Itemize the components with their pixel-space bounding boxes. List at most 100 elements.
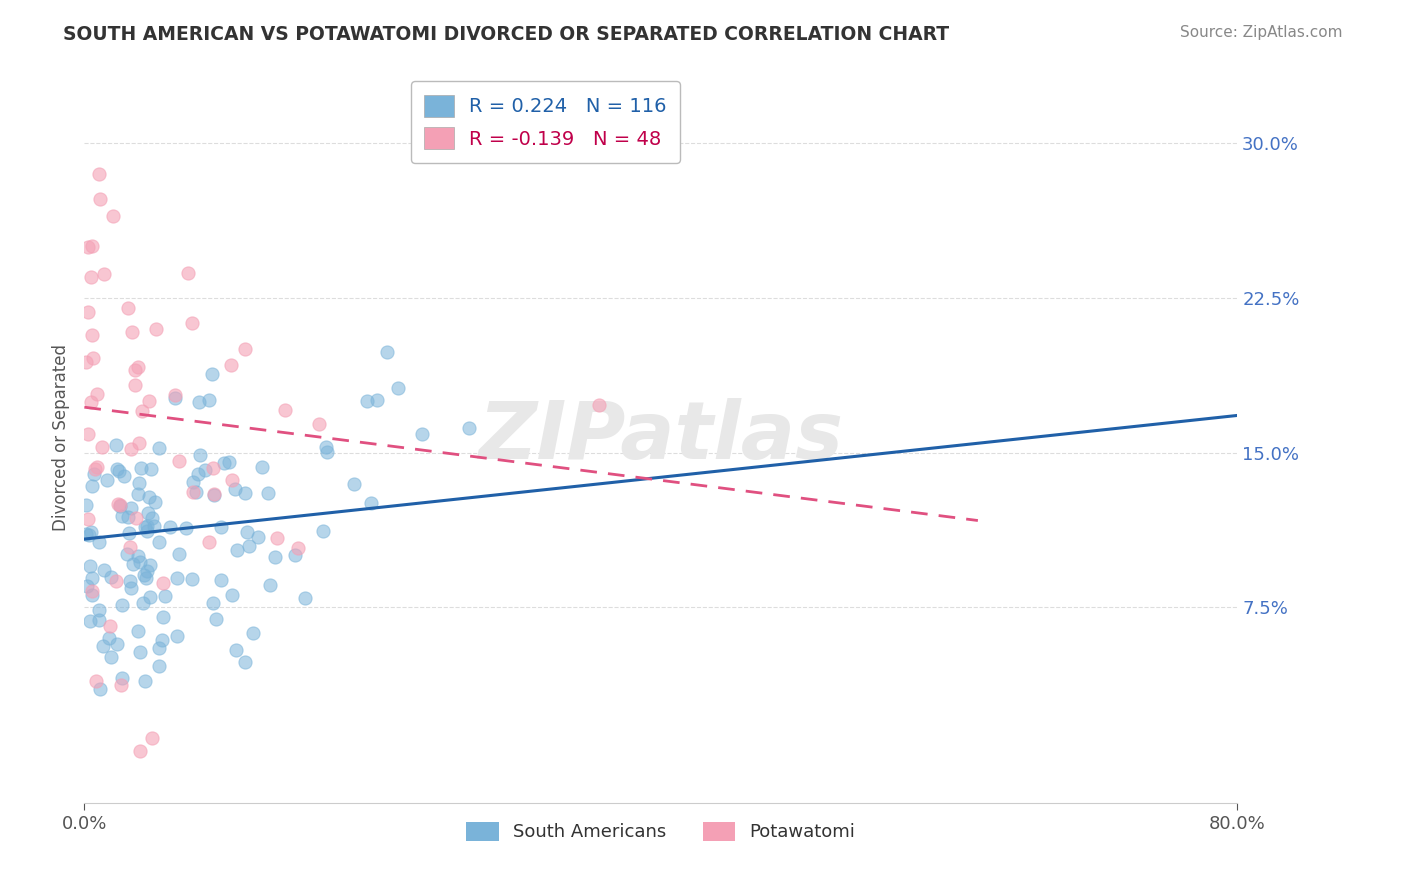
Point [89, 682, 111, 697]
Point [165, 387, 187, 401]
Point [209, 520, 232, 534]
Point [135, 571, 157, 585]
Point [91, 640, 114, 654]
Point [141, 510, 163, 524]
Point [129, 744, 152, 758]
Point [188, 395, 211, 409]
Point [138, 394, 160, 409]
Point [117, 301, 139, 316]
Point [202, 461, 225, 475]
Point [209, 573, 232, 587]
Point [136, 506, 159, 520]
Point [82, 351, 104, 366]
Point [90, 440, 112, 454]
Point [153, 589, 176, 603]
Point [136, 565, 159, 579]
Point [120, 574, 142, 589]
Point [148, 442, 170, 456]
Point [188, 448, 211, 462]
Point [201, 597, 224, 611]
Point [80, 269, 103, 284]
Point [167, 454, 190, 468]
Point [263, 549, 285, 564]
Point [204, 612, 226, 626]
Point [148, 641, 170, 656]
Point [159, 520, 181, 534]
Point [89, 613, 111, 627]
Point [120, 581, 142, 595]
Point [127, 360, 149, 375]
Point [131, 596, 153, 610]
Point [247, 530, 270, 544]
Point [181, 484, 204, 499]
Point [250, 460, 273, 475]
Point [127, 549, 149, 563]
Point [77, 512, 100, 526]
Point [163, 391, 186, 405]
Point [218, 454, 240, 468]
Point [79, 559, 101, 574]
Point [233, 342, 256, 356]
Point [82, 327, 104, 342]
Point [112, 469, 135, 483]
Point [150, 632, 173, 647]
Point [366, 392, 388, 407]
Point [86, 459, 108, 474]
Point [588, 398, 610, 412]
Text: Source: ZipAtlas.com: Source: ZipAtlas.com [1180, 25, 1343, 40]
Point [87, 535, 110, 549]
Point [152, 576, 174, 591]
Point [315, 441, 337, 455]
Point [120, 540, 142, 554]
Point [136, 518, 159, 533]
Point [129, 461, 152, 475]
Point [105, 636, 128, 650]
Point [124, 363, 146, 377]
Point [139, 558, 162, 572]
Point [108, 499, 131, 513]
Point [181, 316, 204, 330]
Point [83, 462, 105, 476]
Point [115, 547, 138, 561]
Point [343, 477, 366, 491]
Point [181, 475, 204, 489]
Point [111, 671, 134, 685]
Point [360, 496, 382, 510]
Point [134, 673, 156, 688]
Point [202, 488, 225, 502]
Point [198, 535, 221, 549]
Point [110, 598, 132, 612]
Point [103, 209, 124, 223]
Point [111, 509, 134, 524]
Text: SOUTH AMERICAN VS POTAWATOMI DIVORCED OR SEPARATED CORRELATION CHART: SOUTH AMERICAN VS POTAWATOMI DIVORCED OR… [63, 25, 949, 44]
Point [193, 463, 215, 477]
Point [110, 499, 132, 513]
Point [83, 467, 105, 482]
Point [86, 387, 108, 401]
Point [266, 531, 288, 545]
Point [84, 673, 107, 688]
Point [120, 500, 142, 515]
Point [143, 519, 166, 533]
Point [96, 473, 118, 487]
Point [411, 427, 433, 442]
Point [77, 240, 100, 254]
Point [134, 567, 156, 582]
Point [224, 482, 246, 496]
Point [87, 167, 110, 181]
Point [141, 462, 163, 476]
Point [308, 417, 330, 431]
Point [82, 571, 104, 585]
Point [100, 649, 122, 664]
Point [219, 359, 242, 373]
Point [128, 436, 150, 450]
Point [236, 525, 259, 540]
Point [152, 610, 174, 624]
Point [184, 484, 207, 499]
Point [187, 467, 209, 481]
Point [121, 325, 143, 339]
Point [80, 395, 103, 409]
Point [127, 624, 149, 639]
Point [135, 524, 157, 538]
Point [76, 579, 98, 593]
